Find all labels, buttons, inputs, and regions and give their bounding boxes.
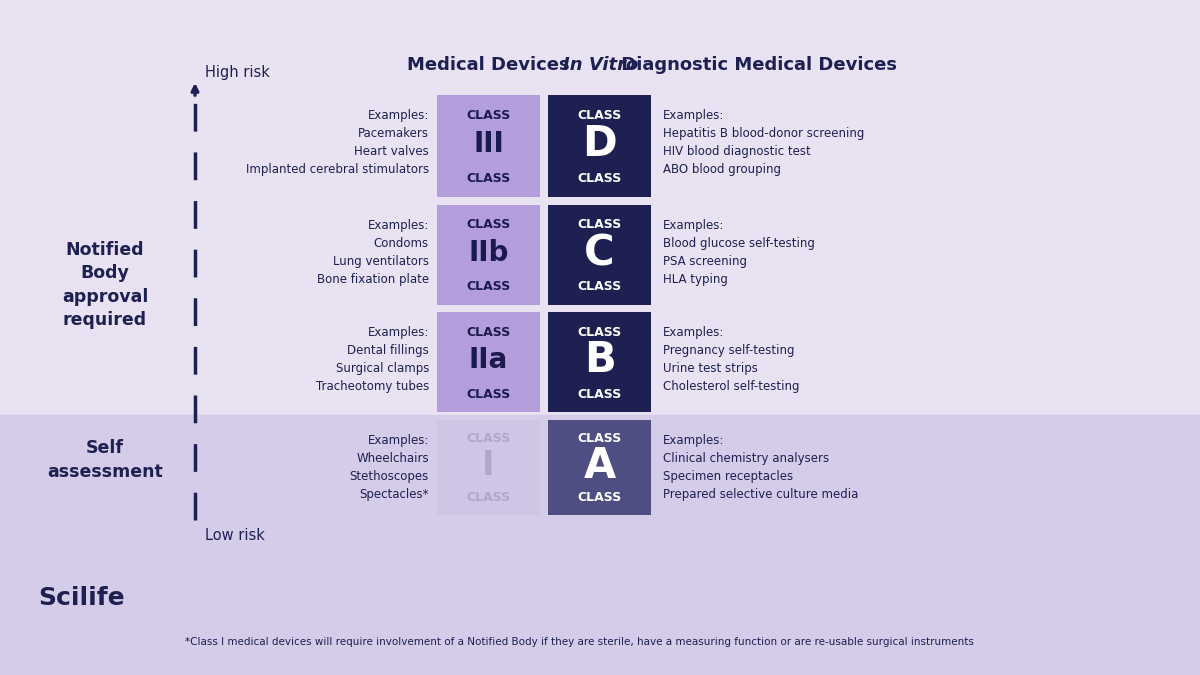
Text: Self
assessment: Self assessment	[47, 439, 163, 481]
Text: CLASS: CLASS	[577, 281, 622, 294]
Text: High risk: High risk	[205, 65, 270, 80]
Text: Blood glucose self-testing: Blood glucose self-testing	[662, 237, 815, 250]
Text: Low risk: Low risk	[205, 527, 265, 543]
Text: Examples:: Examples:	[662, 109, 725, 122]
Text: Examples:: Examples:	[367, 326, 430, 339]
Text: B: B	[583, 339, 616, 381]
Bar	[437, 420, 540, 515]
Text: HIV blood diagnostic test: HIV blood diagnostic test	[662, 145, 811, 158]
Text: CLASS: CLASS	[467, 219, 511, 232]
Bar	[437, 312, 540, 412]
Text: *Class I medical devices will require involvement of a Notified Body if they are: *Class I medical devices will require in…	[185, 637, 974, 647]
Text: Surgical clamps: Surgical clamps	[336, 362, 430, 375]
Text: Lung ventilators: Lung ventilators	[334, 255, 430, 268]
Text: Implanted cerebral stimulators: Implanted cerebral stimulators	[246, 163, 430, 176]
Text: Examples:: Examples:	[662, 434, 725, 447]
Text: CLASS: CLASS	[467, 172, 511, 185]
Text: CLASS: CLASS	[467, 325, 511, 338]
Text: C: C	[584, 232, 614, 274]
Text: Wheelchairs: Wheelchairs	[356, 452, 430, 465]
Text: Clinical chemistry analysers: Clinical chemistry analysers	[662, 452, 829, 465]
Text: Tracheotomy tubes: Tracheotomy tubes	[316, 380, 430, 393]
Text: Cholesterol self-testing: Cholesterol self-testing	[662, 380, 799, 393]
Bar	[548, 205, 650, 305]
Text: Examples:: Examples:	[367, 219, 430, 232]
Bar	[548, 420, 650, 515]
Text: D: D	[582, 123, 617, 165]
Text: III: III	[473, 130, 504, 158]
Text: Diagnostic Medical Devices: Diagnostic Medical Devices	[616, 56, 898, 74]
Bar	[548, 312, 650, 412]
Text: HLA typing: HLA typing	[662, 273, 728, 286]
Text: IIa: IIa	[469, 346, 508, 374]
Text: Stethoscopes: Stethoscopes	[349, 470, 430, 483]
Text: Notified
Body
approval
required: Notified Body approval required	[62, 240, 148, 329]
Text: CLASS: CLASS	[577, 433, 622, 446]
Bar	[437, 95, 540, 197]
Text: CLASS: CLASS	[467, 387, 511, 400]
Text: Heart valves: Heart valves	[354, 145, 430, 158]
Text: Examples:: Examples:	[662, 326, 725, 339]
Text: CLASS: CLASS	[577, 325, 622, 338]
Text: CLASS: CLASS	[467, 109, 511, 122]
Text: Hepatitis B blood-donor screening: Hepatitis B blood-donor screening	[662, 127, 864, 140]
Text: IIb: IIb	[468, 239, 509, 267]
Text: Dental fillings: Dental fillings	[347, 344, 430, 357]
Text: Bone fixation plate: Bone fixation plate	[317, 273, 430, 286]
Text: Scilife: Scilife	[38, 586, 125, 610]
Text: CLASS: CLASS	[577, 109, 622, 122]
Text: Medical Devices: Medical Devices	[407, 56, 570, 74]
Text: CLASS: CLASS	[467, 281, 511, 294]
Text: A: A	[583, 445, 616, 487]
Text: Condoms: Condoms	[374, 237, 430, 250]
Text: CLASS: CLASS	[577, 219, 622, 232]
Bar	[437, 205, 540, 305]
Text: CLASS: CLASS	[467, 491, 511, 504]
Text: PSA screening: PSA screening	[662, 255, 746, 268]
Text: Examples:: Examples:	[367, 434, 430, 447]
Text: CLASS: CLASS	[577, 387, 622, 400]
Text: Examples:: Examples:	[662, 219, 725, 232]
Text: CLASS: CLASS	[577, 172, 622, 185]
Text: Pacemakers: Pacemakers	[358, 127, 430, 140]
Bar	[548, 95, 650, 197]
Bar	[0, 415, 1200, 675]
Text: CLASS: CLASS	[577, 491, 622, 504]
Text: Examples:: Examples:	[367, 109, 430, 122]
Text: Prepared selective culture media: Prepared selective culture media	[662, 488, 858, 501]
Text: Pregnancy self-testing: Pregnancy self-testing	[662, 344, 794, 357]
Text: In Vitro: In Vitro	[563, 56, 638, 74]
Text: Specimen receptacles: Specimen receptacles	[662, 470, 793, 483]
Text: I: I	[482, 449, 494, 482]
Text: ABO blood grouping: ABO blood grouping	[662, 163, 781, 176]
Text: Urine test strips: Urine test strips	[662, 362, 758, 375]
Text: Spectacles*: Spectacles*	[360, 488, 430, 501]
Text: CLASS: CLASS	[467, 433, 511, 446]
Bar	[0, 0, 1200, 415]
